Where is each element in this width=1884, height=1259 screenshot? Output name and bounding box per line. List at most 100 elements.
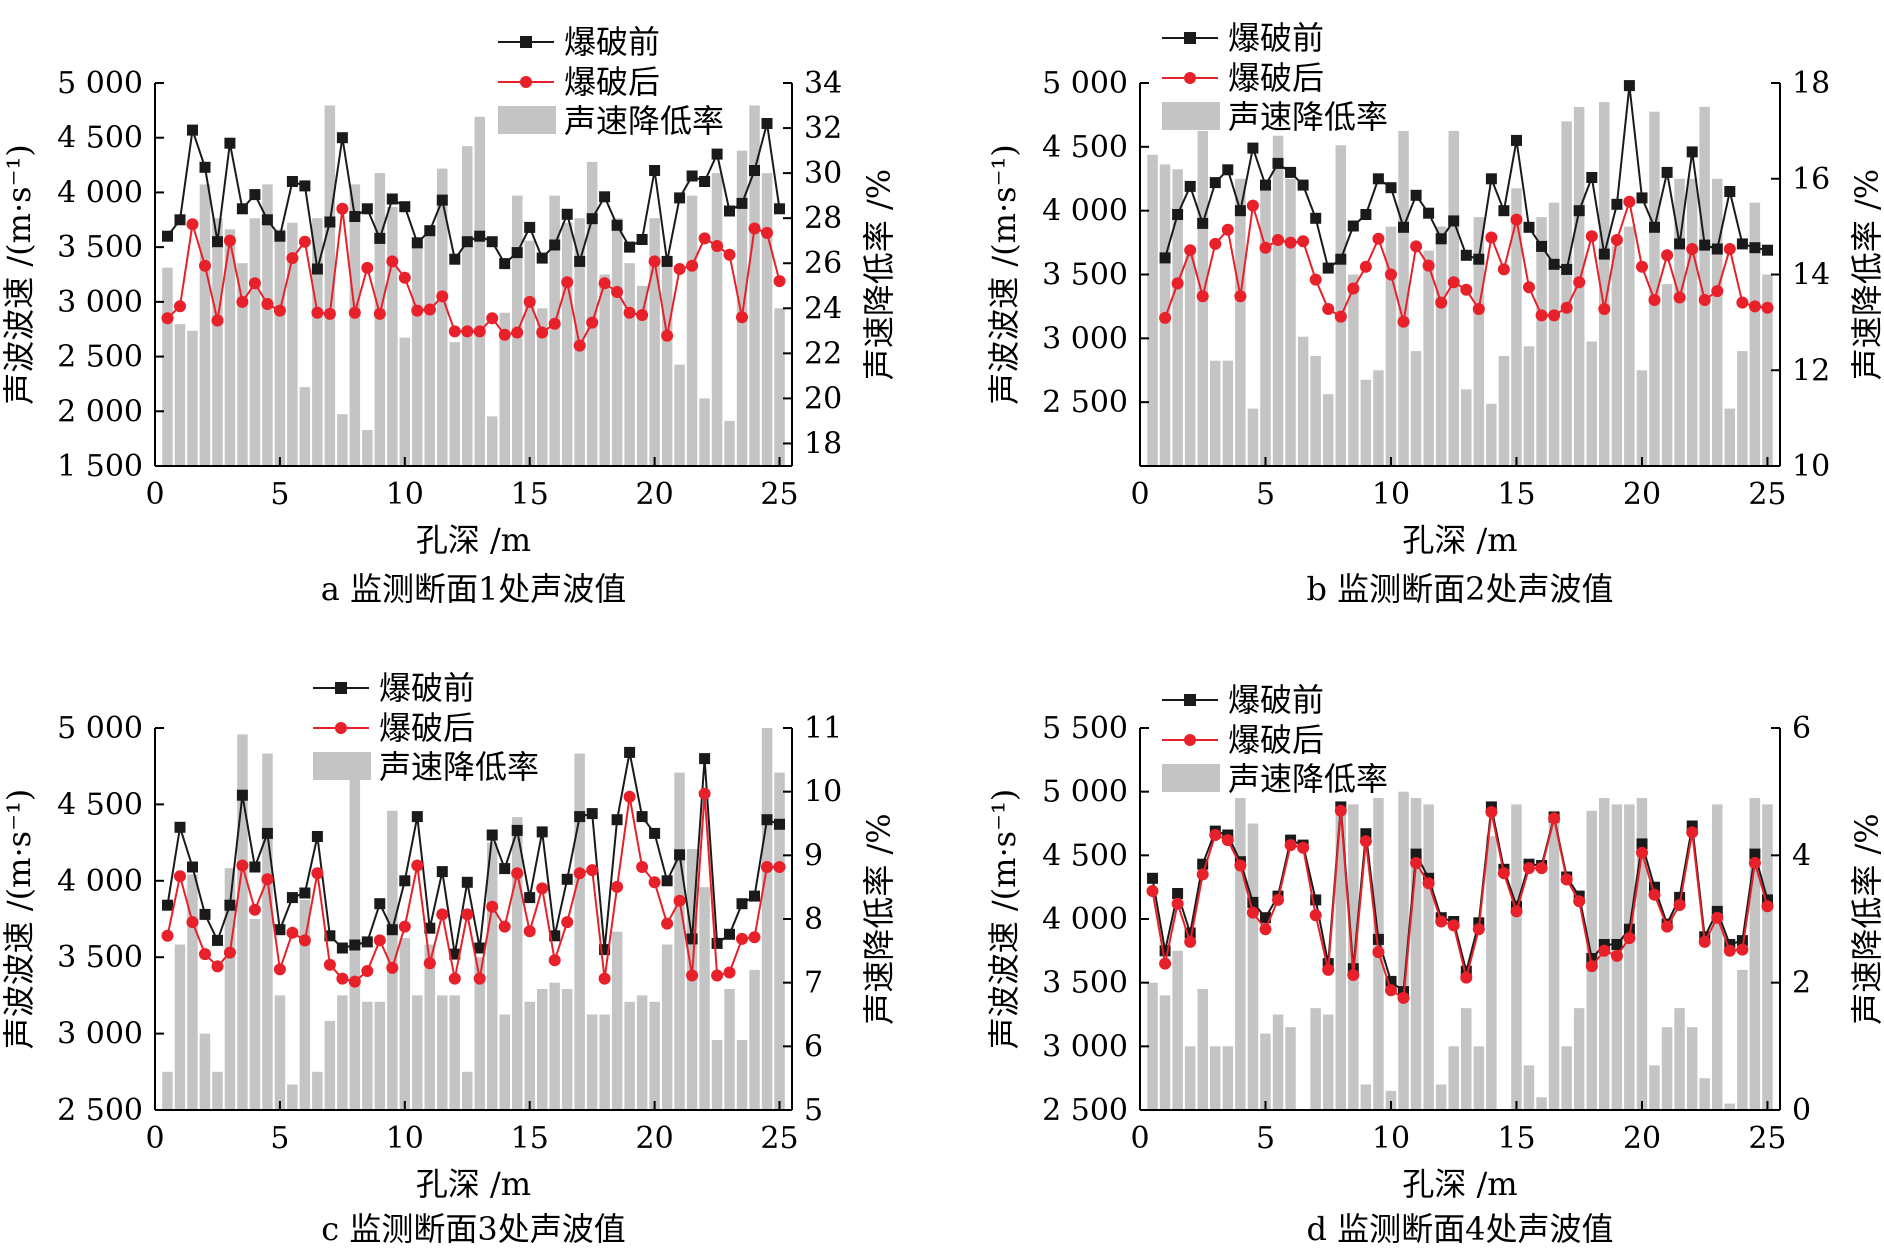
rate-bar [1573, 1008, 1585, 1110]
before-point [1410, 848, 1422, 860]
after-point [1661, 920, 1674, 933]
after-point [1497, 263, 1510, 276]
before-point [611, 219, 623, 231]
before-point [311, 831, 323, 842]
after-point [1184, 935, 1197, 948]
panel-caption: b 监测断面2处声波值 [1306, 570, 1613, 608]
before-point [1159, 252, 1171, 264]
after-point [1422, 877, 1435, 890]
before-point [736, 898, 748, 910]
y2-tick-label: 6 [1792, 711, 1811, 746]
x-tick-label: 0 [145, 1121, 164, 1156]
rate-bar [1473, 217, 1485, 466]
rate-bar [187, 330, 198, 466]
legend-before-marker [1184, 32, 1196, 44]
after-point [1447, 919, 1460, 932]
legend-before-label: 爆破前 [564, 23, 660, 61]
rate-bar [437, 995, 448, 1110]
before-point [586, 213, 598, 225]
y2-tick-label: 14 [1792, 258, 1830, 293]
before-point [1623, 923, 1635, 935]
after-point [1372, 946, 1385, 959]
after-point [1523, 862, 1535, 875]
before-point [174, 821, 186, 833]
rate-bar [249, 218, 261, 466]
after-point [1309, 909, 1322, 922]
rate-bar [1749, 202, 1761, 466]
y2-tick-label: 6 [804, 1029, 823, 1064]
after-point [1623, 195, 1636, 208]
rate-bar [312, 1071, 323, 1110]
rate-bar [1486, 836, 1497, 1110]
rate-bar [1272, 135, 1284, 466]
rate-bar [1410, 351, 1422, 466]
before-point [1611, 198, 1623, 210]
panel-caption: c 监测断面3处声波值 [321, 1210, 625, 1248]
y-tick-label: 3 500 [1042, 966, 1128, 1001]
rate-bar [1511, 188, 1522, 467]
y-tick-label: 2 500 [1042, 1093, 1128, 1128]
before-point [274, 230, 286, 242]
y2-tick-label: 7 [804, 966, 823, 1001]
rate-bar [537, 308, 548, 466]
rate-bar [374, 1001, 386, 1110]
before-point [1498, 205, 1510, 217]
after-point [1435, 915, 1448, 928]
y2-tick-label: 18 [1792, 66, 1830, 101]
y-tick-label: 2 500 [1042, 385, 1128, 420]
rate-bar [462, 1071, 473, 1110]
rate-bar [1398, 130, 1409, 466]
after-point [361, 965, 374, 977]
before-point [1573, 205, 1585, 217]
before-point [1674, 891, 1686, 903]
rate-bar [549, 195, 560, 466]
rate-bar [1636, 798, 1648, 1110]
after-point [586, 316, 599, 329]
before-point [661, 875, 673, 887]
rate-bar [574, 753, 585, 1110]
before-point [261, 214, 273, 226]
before-point [774, 203, 785, 215]
after-point [186, 916, 199, 929]
before-point [761, 814, 773, 826]
x-tick-label: 20 [636, 477, 674, 512]
rate-bar [1536, 1097, 1547, 1110]
before-point [1473, 253, 1485, 265]
after-point [1259, 241, 1272, 254]
before-point [1247, 142, 1259, 154]
rate-bar [1686, 1027, 1698, 1110]
after-point [1159, 311, 1172, 324]
after-point [236, 295, 249, 308]
legend-rate-label: 声速降低率 [1228, 98, 1388, 136]
before-point [1172, 209, 1184, 220]
before-point [324, 216, 336, 228]
before-point [1222, 164, 1234, 176]
y2-tick-label: 26 [804, 246, 842, 281]
legend-before-marker [335, 682, 347, 694]
legend-rate-swatch [313, 752, 371, 780]
before-point [1247, 896, 1259, 908]
after-point [1397, 991, 1410, 1004]
after-point [286, 926, 299, 939]
rate-bar [1348, 274, 1359, 466]
before-point [1335, 253, 1347, 265]
before-point [336, 942, 348, 954]
rate-bar [174, 944, 186, 1110]
before-point [461, 876, 473, 888]
after-point [1623, 932, 1636, 945]
after-point [1397, 315, 1410, 328]
before-point [1372, 933, 1384, 945]
before-point [649, 827, 661, 839]
before-point [1762, 894, 1773, 906]
before-point [686, 170, 698, 182]
rate-bar [187, 874, 198, 1110]
before-point [361, 936, 373, 948]
before-point [1234, 205, 1246, 217]
rate-bar [399, 938, 411, 1110]
after-point [723, 966, 736, 979]
before-point [624, 241, 636, 253]
before-point [1360, 828, 1372, 840]
legend-after-label: 爆破后 [379, 709, 475, 747]
y-tick-label: 2 500 [57, 340, 143, 375]
rate-bar [412, 995, 423, 1110]
